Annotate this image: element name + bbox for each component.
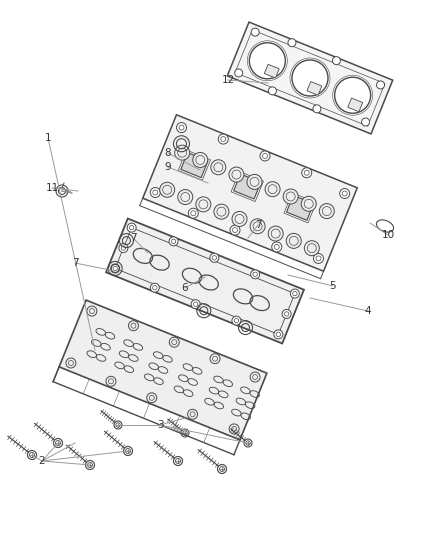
Text: 2: 2 — [39, 456, 45, 466]
Circle shape — [106, 376, 116, 386]
Circle shape — [230, 225, 240, 235]
Circle shape — [210, 354, 220, 364]
Circle shape — [292, 60, 328, 96]
Circle shape — [150, 188, 160, 198]
Polygon shape — [181, 152, 208, 177]
Circle shape — [250, 219, 265, 234]
Circle shape — [247, 174, 262, 189]
Circle shape — [119, 244, 128, 253]
Circle shape — [218, 134, 228, 144]
Circle shape — [193, 152, 208, 167]
Circle shape — [250, 372, 260, 382]
Circle shape — [319, 204, 334, 219]
Circle shape — [169, 337, 179, 347]
Circle shape — [288, 39, 296, 47]
Polygon shape — [227, 22, 393, 134]
Circle shape — [340, 189, 350, 198]
Circle shape — [232, 316, 241, 325]
Circle shape — [249, 43, 285, 79]
Circle shape — [301, 196, 316, 211]
Text: 7: 7 — [254, 220, 261, 230]
Text: 11: 11 — [46, 183, 59, 193]
Polygon shape — [348, 98, 363, 112]
Circle shape — [66, 358, 76, 368]
Circle shape — [128, 321, 138, 330]
Circle shape — [332, 56, 340, 64]
Circle shape — [87, 306, 97, 316]
Circle shape — [169, 237, 178, 246]
Circle shape — [260, 151, 270, 161]
Polygon shape — [106, 219, 304, 343]
Text: 4: 4 — [365, 306, 371, 316]
Text: 8: 8 — [165, 148, 171, 158]
Circle shape — [302, 168, 312, 178]
Circle shape — [214, 204, 229, 219]
Circle shape — [283, 189, 298, 204]
Circle shape — [160, 182, 175, 197]
Circle shape — [235, 69, 243, 77]
Text: 5: 5 — [330, 281, 336, 291]
Text: 12: 12 — [221, 75, 235, 85]
Circle shape — [175, 145, 190, 160]
Text: 1: 1 — [45, 133, 51, 143]
Circle shape — [268, 87, 276, 95]
Circle shape — [304, 241, 319, 256]
Circle shape — [178, 190, 193, 205]
Circle shape — [187, 409, 198, 419]
Circle shape — [268, 226, 283, 241]
Text: 6: 6 — [182, 283, 188, 293]
Text: 10: 10 — [381, 230, 395, 240]
Circle shape — [377, 81, 385, 89]
Polygon shape — [143, 115, 357, 271]
Circle shape — [265, 182, 280, 197]
Circle shape — [361, 118, 370, 126]
Circle shape — [147, 393, 157, 403]
Circle shape — [177, 123, 187, 133]
Text: 9: 9 — [165, 162, 171, 172]
Circle shape — [274, 330, 283, 339]
Circle shape — [314, 253, 324, 263]
Polygon shape — [286, 196, 314, 220]
Circle shape — [188, 208, 198, 218]
Circle shape — [111, 264, 120, 273]
Circle shape — [290, 289, 299, 298]
Circle shape — [211, 160, 226, 175]
Polygon shape — [59, 300, 267, 440]
Circle shape — [232, 212, 247, 227]
Circle shape — [272, 242, 282, 252]
Circle shape — [286, 233, 301, 248]
Polygon shape — [307, 82, 322, 95]
Circle shape — [335, 77, 371, 113]
Circle shape — [210, 253, 219, 262]
Circle shape — [282, 310, 291, 318]
Circle shape — [127, 223, 136, 232]
Polygon shape — [265, 64, 279, 78]
Text: 3: 3 — [157, 420, 163, 430]
Polygon shape — [233, 174, 261, 199]
Circle shape — [251, 28, 259, 36]
Circle shape — [196, 197, 211, 212]
Circle shape — [150, 283, 159, 292]
Text: 7: 7 — [72, 258, 78, 268]
Text: 7: 7 — [130, 233, 136, 243]
Circle shape — [313, 105, 321, 113]
Circle shape — [229, 167, 244, 182]
Circle shape — [229, 424, 239, 434]
Circle shape — [191, 300, 200, 309]
Circle shape — [251, 270, 260, 279]
